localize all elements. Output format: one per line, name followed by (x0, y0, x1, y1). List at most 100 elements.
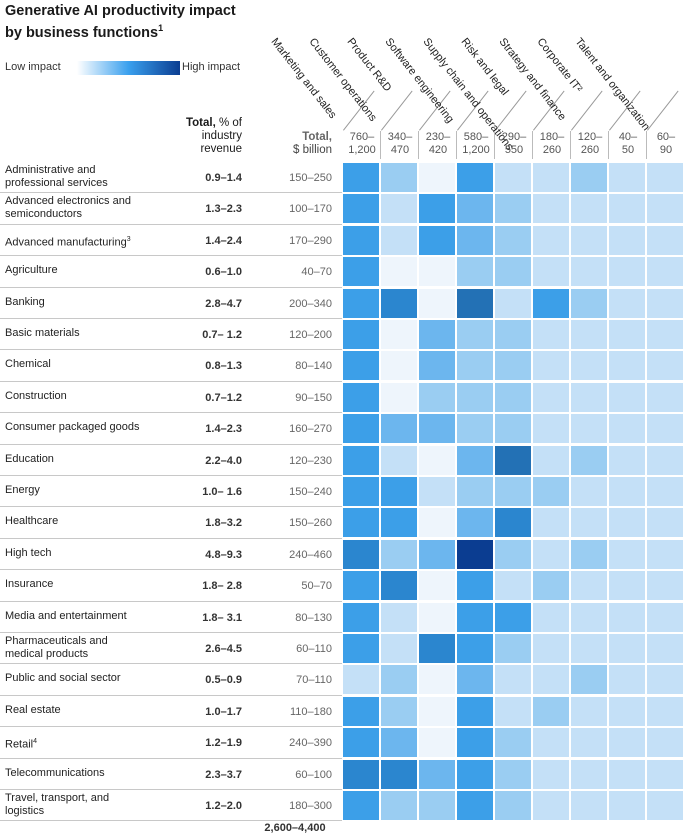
row-divider (0, 757, 342, 759)
heatmap-cell (571, 539, 607, 569)
row-divider (0, 223, 342, 225)
heatmap-cell (495, 759, 531, 789)
row-divider (0, 380, 342, 382)
row-total-billion-7: 90–150 (295, 391, 332, 404)
column-range-7: 40– 50 (618, 131, 638, 156)
row-label-0: Administrative and professional services (5, 164, 108, 189)
heatmap-cell (647, 414, 683, 444)
heatmap-cell (609, 539, 645, 569)
row-total-pct-6: 0.8–1.3 (205, 360, 242, 373)
row-total-billion-3: 40–70 (301, 266, 332, 279)
heatmap-cell (381, 320, 417, 349)
heatmap-cell (381, 477, 417, 506)
heatmap-cell (609, 445, 645, 475)
heatmap-cell (647, 194, 683, 224)
heatmap-cell (609, 759, 645, 789)
heatmap-cell (647, 351, 683, 381)
heatmap-cell (495, 163, 531, 192)
heatmap-cell (609, 414, 645, 444)
heatmap-cell (647, 320, 683, 349)
row-label-5: Basic materials (5, 327, 80, 339)
heatmap-cell (419, 728, 455, 758)
heatmap-cell (419, 696, 455, 726)
column-range-4: 290– 550 (501, 131, 527, 156)
heatmap-cell (571, 163, 607, 192)
heatmap-cell (571, 571, 607, 601)
heatmap-cell (533, 351, 569, 381)
heatmap-cell (571, 791, 607, 820)
heatmap-cell (533, 665, 569, 695)
heatmap-cell (609, 728, 645, 758)
heatmap-cell (419, 382, 455, 412)
heatmap-cell (533, 539, 569, 569)
heatmap-cell (609, 634, 645, 663)
heatmap-cell (647, 288, 683, 318)
row-total-billion-10: 150–240 (289, 486, 332, 498)
row-divider (0, 475, 342, 476)
heatmap-cell (457, 665, 493, 695)
heatmap-cell (533, 288, 569, 318)
row-total-billion-20: 180–300 (289, 800, 332, 812)
column-range-1: 340– 470 (387, 131, 413, 156)
heatmap-cell (381, 539, 417, 569)
heatmap-cell (533, 728, 569, 758)
heatmap-cell (495, 382, 531, 412)
heatmap-cell (457, 288, 493, 318)
legend-low-label: Low impact (5, 61, 61, 73)
heatmap-cell (533, 445, 569, 475)
heatmap-cell (571, 382, 607, 412)
heatmap-cell (647, 791, 683, 820)
heatmap-cell (343, 288, 379, 318)
row-divider (0, 694, 342, 696)
row-label-2: Advanced manufacturing3 (5, 235, 131, 249)
heatmap-cell (571, 194, 607, 224)
heatmap-cell (419, 477, 455, 506)
heatmap-cell (647, 602, 683, 632)
column-range-8: 60– 90 (656, 131, 676, 156)
heatmap-cell (381, 288, 417, 318)
heatmap-cell (343, 382, 379, 412)
heatmap-cell (647, 696, 683, 726)
heatmap-cell (381, 602, 417, 632)
heatmap-cell (571, 288, 607, 318)
heatmap-cell (343, 791, 379, 820)
heatmap-cell (571, 508, 607, 538)
heatmap-cell (381, 791, 417, 820)
heatmap-cell (381, 225, 417, 255)
column-header-6: Strategy and finance (496, 36, 569, 123)
heatmap-cell (647, 382, 683, 412)
chart-title: Generative AI productivity impact by bus… (5, 3, 236, 41)
row-divider (0, 192, 342, 194)
heatmap-cell (571, 257, 607, 287)
heatmap-cell (419, 791, 455, 820)
column-header-line (571, 90, 603, 131)
heatmap-cell (419, 414, 455, 444)
row-total-billion-17: 110–180 (289, 705, 332, 718)
heatmap-cell (533, 602, 569, 632)
row-label-15: Pharmaceuticals and medical products (5, 635, 108, 660)
heatmap-cell (495, 602, 531, 632)
heatmap-cell (533, 163, 569, 192)
heatmap-cell (343, 225, 379, 255)
row-total-pct-7: 0.7–1.2 (205, 391, 242, 404)
heatmap-cell (457, 759, 493, 789)
heatmap-cell (419, 602, 455, 632)
heatmap-cell (495, 728, 531, 758)
row-divider (0, 820, 342, 822)
column-range-0: 760– 1,200 (348, 131, 376, 156)
heatmap-cell (609, 257, 645, 287)
heatmap-cell (609, 696, 645, 726)
heatmap-cell (457, 477, 493, 506)
heatmap-cell (609, 163, 645, 192)
row-total-pct-13: 1.8– 2.8 (202, 580, 242, 593)
heatmap-cell (381, 257, 417, 287)
row-divider (0, 600, 342, 602)
heatmap-cell (609, 320, 645, 349)
row-label-20: Travel, transport, and logistics (5, 792, 110, 817)
heatmap-cell (381, 634, 417, 663)
row-total-billion-14: 80–130 (295, 611, 332, 624)
row-total-pct-10: 1.0– 1.6 (202, 486, 242, 498)
heatmap-cell (571, 414, 607, 444)
heatmap-cell (609, 351, 645, 381)
column-header-line (381, 90, 413, 131)
